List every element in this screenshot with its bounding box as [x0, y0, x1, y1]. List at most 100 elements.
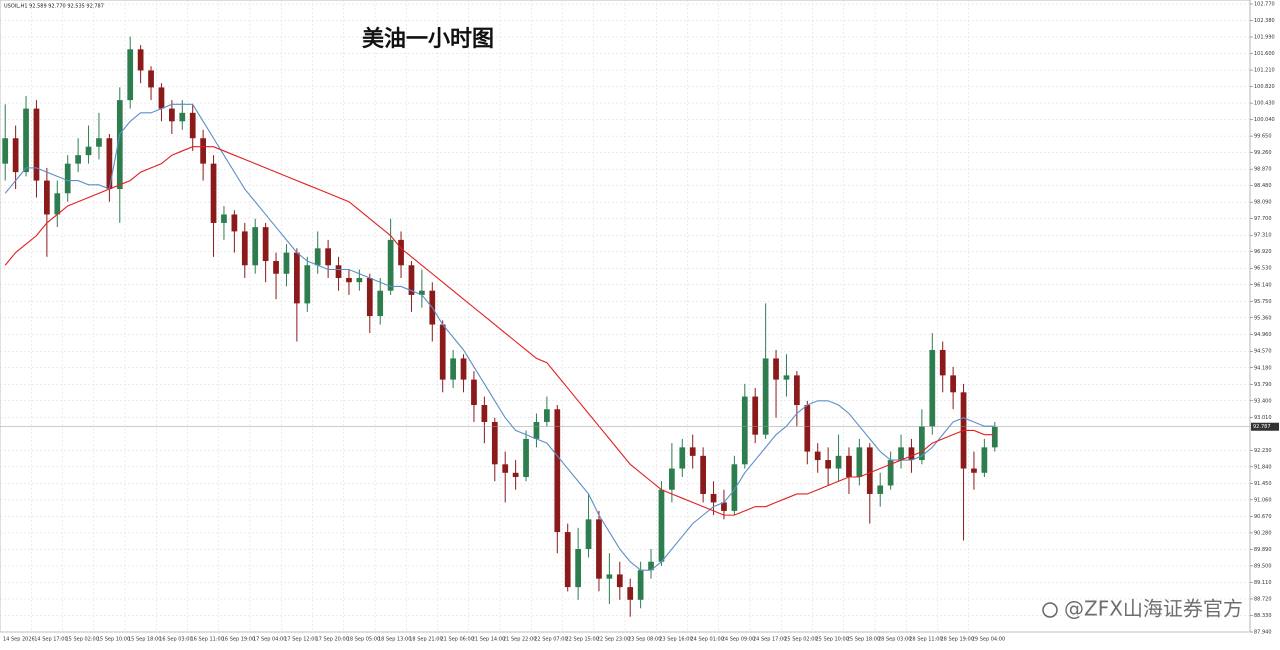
grid	[0, 0, 1250, 633]
candle-body	[294, 252, 300, 304]
y-tick-label: 89.890	[1254, 547, 1272, 553]
candle-body	[346, 277, 352, 283]
candle-body	[794, 375, 800, 406]
x-tick-label: 21 Sep 14:00	[472, 637, 505, 643]
x-tick-label: 22 Sep 07:00	[534, 637, 567, 643]
x-tick-label: 21 Sep 22:00	[503, 637, 536, 643]
y-tick-label: 93.790	[1254, 382, 1272, 388]
x-tick-label: 18 Sep 13:00	[378, 637, 411, 643]
y-tick-label: 98.480	[1254, 183, 1272, 189]
x-tick-label: 24 Sep 09:00	[722, 637, 755, 643]
x-tick-label: 28 Sep 03:00	[878, 637, 911, 643]
x-tick-label: 18 Sep 21:00	[409, 637, 442, 643]
candle-body	[106, 138, 113, 190]
candle-body	[85, 146, 92, 156]
candle-body	[419, 290, 425, 295]
y-tick-label: 101.210	[1254, 68, 1275, 74]
candle-body	[189, 112, 196, 139]
candle-body	[762, 358, 769, 435]
x-tick-label: 14 Sep 17:00	[34, 637, 67, 643]
y-tick-label: 90.670	[1254, 514, 1272, 520]
last-price-box	[1251, 422, 1279, 431]
candle-body	[127, 49, 134, 101]
y-tick-label: 91.840	[1254, 464, 1272, 470]
candle-body	[450, 358, 456, 380]
y-tick-label: 100.820	[1254, 84, 1275, 90]
candle-body	[221, 214, 227, 223]
y-tick-label: 92.230	[1254, 448, 1272, 454]
candle-body	[721, 502, 727, 511]
x-tick-label: 25 Sep 02:00	[784, 637, 817, 643]
candle-body	[116, 100, 123, 190]
x-tick-label: 21 Sep 06:00	[441, 637, 474, 643]
y-tick-label: 94.960	[1254, 332, 1272, 338]
candle-body	[700, 455, 706, 494]
x-tick-label: 29 Sep 04:00	[972, 637, 1005, 643]
moving-average	[4, 103, 995, 571]
x-tick-label: 16 Sep 03:00	[159, 637, 192, 643]
candle-body	[575, 549, 581, 588]
candle-body	[929, 349, 936, 427]
y-tick-label: 88.330	[1254, 613, 1272, 619]
x-tick-label: 22 Sep 15:00	[566, 637, 599, 643]
y-tick-label: 101.990	[1254, 35, 1275, 41]
y-tick-label: 96.140	[1254, 282, 1272, 288]
candle-body	[325, 248, 331, 266]
x-tick-label: 17 Sep 04:00	[253, 637, 286, 643]
candle-body	[606, 574, 613, 579]
moving-average	[4, 146, 995, 516]
candle-body	[616, 574, 623, 588]
x-tick-label: 22 Sep 23:00	[597, 637, 630, 643]
candle-body	[658, 489, 665, 562]
x-tick-label: 17 Sep 12:00	[284, 637, 317, 643]
candle-body	[33, 108, 40, 181]
candle-body	[75, 155, 81, 164]
y-tick-label: 91.060	[1254, 497, 1272, 503]
candle-body	[481, 405, 488, 422]
candle-body	[554, 409, 561, 533]
candle-body	[23, 108, 29, 173]
candle-body	[981, 447, 988, 473]
x-tick-label: 16 Sep 11:00	[191, 637, 224, 643]
last-price-label: 92.787	[1253, 424, 1271, 430]
candle-body	[96, 138, 102, 147]
x-tick-label: 15 Sep 02:00	[66, 637, 99, 643]
x-tick-label: 24 Sep 17:00	[753, 637, 786, 643]
marks	[2, 36, 998, 617]
watermark: @ZFX山海证券官方	[1064, 597, 1243, 621]
candle-body	[814, 451, 821, 461]
y-tick-label: 98.870	[1254, 167, 1272, 173]
candle-body	[158, 87, 165, 109]
candle-body	[991, 426, 998, 448]
candle-body	[887, 460, 894, 486]
y-tick-label: 95.750	[1254, 299, 1272, 305]
candle-body	[877, 485, 884, 494]
candle-body	[866, 447, 873, 494]
candle-body	[148, 70, 154, 88]
x-tick-label: 25 Sep 18:00	[847, 637, 880, 643]
candle-body	[856, 447, 863, 478]
y-tick-label: 97.310	[1254, 233, 1272, 239]
candle-body	[919, 426, 925, 461]
x-tick-label: 16 Sep 19:00	[222, 637, 255, 643]
candle-body	[439, 324, 446, 380]
y-tick-label: 96.920	[1254, 249, 1272, 255]
candle-body	[627, 587, 634, 600]
candle-body	[169, 108, 175, 122]
candle-body	[523, 438, 529, 478]
candle-body	[950, 375, 956, 393]
candle-body	[54, 193, 61, 215]
candle-body	[533, 421, 540, 439]
y-tick-label: 97.700	[1254, 216, 1272, 222]
candle-body	[710, 493, 717, 503]
candle-body	[544, 409, 550, 422]
candle-body	[231, 214, 238, 232]
candle-body	[773, 358, 779, 380]
candle-body	[846, 455, 852, 478]
x-tick-label: 18 Sep 05:00	[347, 637, 380, 643]
y-tick-label: 87.940	[1254, 630, 1272, 636]
candle-body	[12, 138, 19, 173]
candle-body	[898, 447, 904, 461]
